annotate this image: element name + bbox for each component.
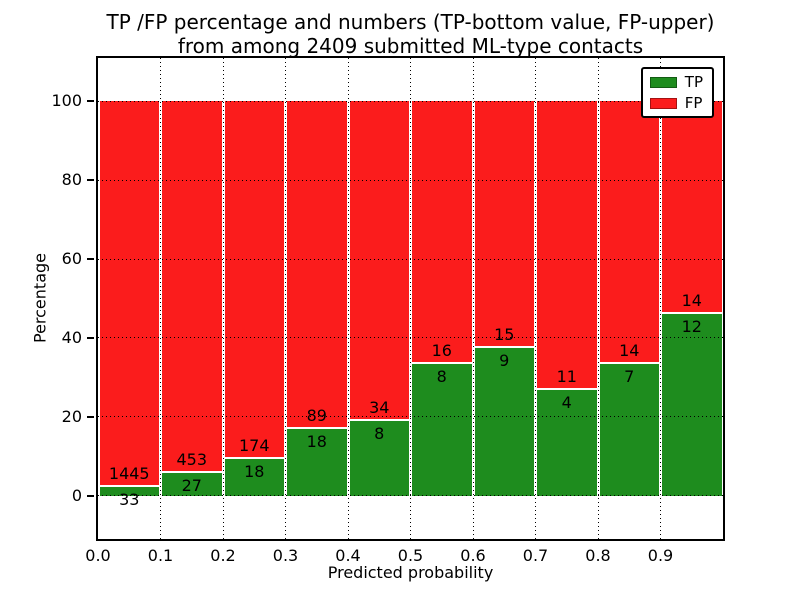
bar-segment-fp (162, 101, 222, 474)
x-tick-label: 0.1 (147, 546, 174, 565)
bar-segment-fp (349, 101, 409, 421)
y-tick-mark (87, 494, 94, 497)
x-tick-label: 0.7 (522, 546, 549, 565)
x-tick-label: 0.3 (272, 546, 299, 565)
bar-segment-tp (662, 313, 722, 496)
y-tick-mark (87, 415, 94, 418)
bar-segment-tp (599, 364, 659, 496)
chart-title-line2: from among 2409 submitted ML-type contac… (177, 34, 644, 58)
bar-segment-fp (599, 101, 659, 365)
x-tick-label: 0.8 (585, 546, 611, 565)
legend-swatch-fp (649, 97, 677, 109)
bar-segment-tp (287, 429, 347, 496)
gridline-vertical (410, 58, 411, 539)
bar-segment-tp (224, 458, 284, 496)
bar-segment-tp (412, 364, 472, 496)
y-tick-label: 60 (61, 249, 82, 269)
legend-item-tp: TP (649, 73, 703, 91)
gridline-vertical (472, 58, 474, 539)
bar-segment-fp (287, 101, 347, 430)
bar-segment-tp (349, 420, 409, 496)
y-tick-mark (87, 100, 94, 103)
y-tick-label: 100 (51, 91, 82, 111)
gridline-vertical (535, 58, 536, 539)
y-tick-mark (87, 179, 94, 182)
chart-title-line1: TP /FP percentage and numbers (TP-bottom… (106, 10, 715, 34)
legend: TP FP (640, 67, 714, 118)
y-tick-label: 0 (71, 485, 82, 505)
chart-title: TP /FP percentage and numbers (TP-bottom… (98, 10, 723, 58)
x-tick-label: 0.4 (335, 546, 361, 565)
legend-label: TP (684, 73, 703, 91)
x-axis-label: Predicted probability (327, 563, 494, 582)
gridline-vertical (222, 58, 224, 539)
gridline-vertical (285, 58, 286, 539)
y-tick-label: 20 (61, 406, 82, 426)
legend-label: FP (684, 94, 703, 112)
bar-segment-fp (99, 101, 159, 487)
bar-segment-fp (662, 101, 722, 314)
x-tick-label: 0.2 (210, 546, 236, 565)
y-tick-label: 40 (61, 327, 82, 347)
y-tick-mark (87, 336, 94, 339)
plot-area: 1445 33 453 27 174 18 89 18 34 8 16 8 15 9 11 4 14 7 14 12 … (96, 56, 725, 541)
bar-segment-fp (537, 101, 597, 391)
bar-segment-tp (537, 390, 597, 496)
bar-segment-fp (474, 101, 534, 348)
bar-segment-tp (99, 486, 159, 496)
bar-segment-fp (224, 101, 284, 459)
bar-segment-tp (474, 347, 534, 496)
x-tick-label: 0.9 (647, 546, 674, 565)
gridline-vertical (160, 58, 161, 539)
legend-item-fp: FP (649, 94, 703, 112)
gridline-vertical (347, 58, 349, 539)
x-tick-label: 0.0 (85, 546, 111, 565)
gridline-vertical (597, 58, 599, 539)
bar-segment-fp (412, 101, 472, 365)
y-tick-label: 80 (61, 170, 82, 190)
y-tick-mark (87, 258, 94, 261)
x-tick-label: 0.5 (397, 546, 424, 565)
gridline-vertical (660, 58, 661, 539)
x-tick-label: 0.6 (460, 546, 486, 565)
bar-segment-tp (162, 473, 222, 496)
legend-swatch-tp (649, 76, 677, 88)
